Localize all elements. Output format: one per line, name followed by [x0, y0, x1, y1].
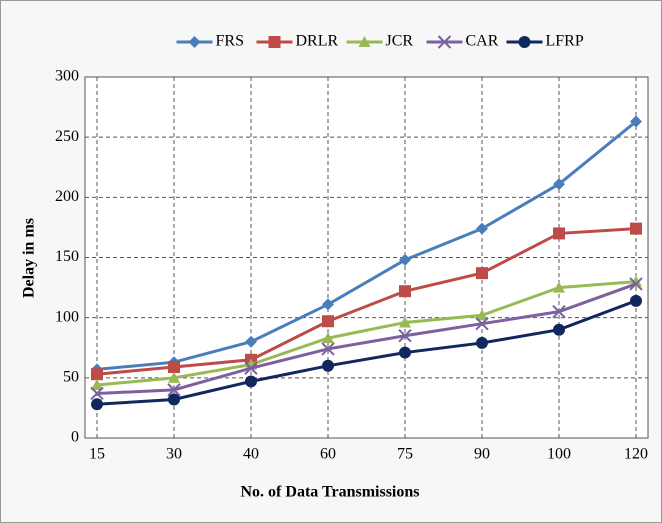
series-line — [96, 120, 637, 371]
y-tick-label: 150 — [55, 248, 79, 265]
data-point — [399, 285, 411, 298]
data-point — [168, 361, 180, 374]
data-point — [322, 315, 334, 328]
data-point — [476, 309, 488, 321]
data-point — [168, 371, 180, 383]
data-point — [630, 294, 642, 307]
legend-label: DRLR — [296, 33, 339, 50]
series-line — [96, 282, 637, 395]
x-tick-label: 30 — [166, 446, 182, 463]
series-line — [96, 299, 637, 406]
data-point — [553, 227, 565, 240]
data-point — [322, 359, 334, 372]
data-point — [630, 222, 642, 235]
data-point — [553, 281, 565, 293]
data-point — [245, 335, 257, 348]
data-point — [91, 379, 103, 391]
x-tick-label: 100 — [547, 446, 571, 463]
legend-marker — [188, 36, 201, 48]
data-point — [476, 336, 488, 349]
plot-border — [84, 76, 649, 439]
data-point — [322, 332, 334, 344]
x-tick-label: 90 — [474, 446, 490, 463]
data-point — [553, 178, 565, 191]
data-point — [90, 386, 104, 401]
y-tick-label: 50 — [63, 369, 79, 386]
data-point — [553, 323, 565, 336]
x-tick-label: 15 — [89, 446, 105, 463]
data-point — [552, 304, 566, 319]
legend-marker — [437, 35, 452, 49]
data-point — [476, 267, 488, 280]
data-point — [475, 316, 489, 331]
series-line — [96, 227, 637, 376]
data-point — [399, 316, 411, 328]
series-line — [96, 280, 637, 387]
y-axis-title: Delay in ms — [21, 218, 38, 298]
x-tick-label: 75 — [397, 446, 413, 463]
legend-marker — [358, 36, 371, 47]
legend-marker — [268, 36, 281, 48]
data-point — [167, 383, 181, 397]
legend-label: LFRP — [546, 33, 584, 50]
data-point — [399, 253, 411, 266]
x-tick-label: 60 — [320, 446, 336, 463]
data-point — [321, 342, 335, 356]
data-point — [91, 398, 103, 411]
legend-label: FRS — [216, 33, 244, 50]
x-axis-title: No. of Data Transmissions — [241, 484, 420, 501]
data-point — [630, 115, 642, 128]
y-tick-label: 200 — [55, 188, 79, 205]
data-point — [245, 375, 257, 388]
legend-label: JCR — [386, 33, 414, 50]
data-point — [168, 393, 180, 406]
data-point — [399, 346, 411, 359]
y-tick-label: 300 — [55, 68, 79, 85]
data-point — [476, 222, 488, 235]
legend-label: CAR — [466, 33, 499, 50]
data-point — [91, 368, 103, 381]
y-tick-label: 0 — [71, 429, 79, 446]
data-point — [244, 361, 258, 375]
x-tick-label: 40 — [243, 446, 259, 463]
y-tick-label: 100 — [55, 308, 79, 325]
data-point — [398, 329, 412, 343]
legend-marker — [518, 36, 531, 48]
data-point — [629, 277, 643, 291]
data-point — [322, 298, 334, 311]
x-tick-label: 120 — [624, 446, 648, 463]
y-tick-label: 250 — [55, 128, 79, 145]
